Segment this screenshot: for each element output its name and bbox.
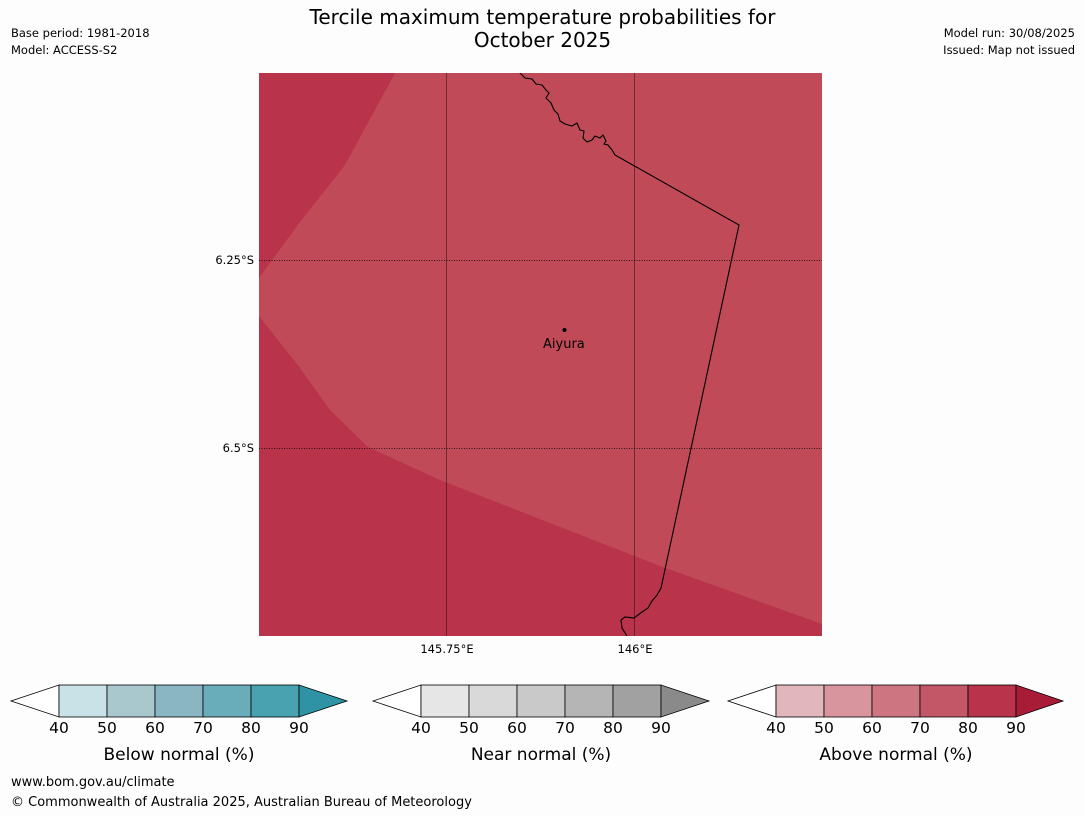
above-tick-60: 60	[862, 719, 882, 737]
above-tick-70: 70	[910, 719, 930, 737]
colorbar-below-seg-5	[250, 684, 300, 718]
above-tick-50: 50	[814, 719, 834, 737]
colorbar-above-seg-2	[823, 684, 873, 718]
colorbar-below-seg-3	[154, 684, 204, 718]
near-tick-70: 70	[555, 719, 575, 737]
province-border	[519, 73, 740, 636]
colorbar-near-seg-5	[612, 684, 662, 718]
colorbar-below-seg-4	[202, 684, 252, 718]
base-period-text: Base period: 1981-2018	[11, 26, 150, 40]
issued-text: Issued: Map not issued	[943, 43, 1075, 57]
footer-url[interactable]: www.bom.gov.au/climate	[11, 775, 175, 790]
colorbar-above-low-arrow	[726, 684, 777, 718]
colorbar-near-high-arrow	[660, 684, 711, 718]
aiyura-marker	[562, 328, 567, 332]
map-region-light	[259, 73, 822, 624]
meta-right: Model run: 30/08/2025 Issued: Map not is…	[943, 25, 1075, 59]
near-tick-50: 50	[459, 719, 479, 737]
map-title-line1: Tercile maximum temperature probabilitie…	[309, 5, 776, 29]
map-title: Tercile maximum temperature probabilitie…	[0, 6, 1085, 52]
footer-copyright: © Commonwealth of Australia 2025, Austra…	[11, 795, 472, 810]
colorbar-above-high-arrow	[1015, 684, 1065, 718]
colorbar-above-label: Above normal (%)	[819, 745, 973, 765]
colorbar-below-high-arrow	[298, 684, 349, 718]
near-tick-90: 90	[651, 719, 671, 737]
near-tick-80: 80	[603, 719, 623, 737]
above-tick-40: 40	[766, 719, 786, 737]
colorbar-above-seg-1	[775, 684, 825, 718]
lat-label-6-5: 6.5°S	[222, 441, 254, 455]
near-tick-60: 60	[507, 719, 527, 737]
below-tick-50: 50	[97, 719, 117, 737]
colorbar-near-low-arrow	[371, 684, 422, 718]
colorbar-near-normal	[371, 684, 711, 718]
colorbar-above-seg-4	[919, 684, 969, 718]
colorbar-near-label: Near normal (%)	[470, 745, 612, 765]
above-tick-80: 80	[958, 719, 978, 737]
model-run-text: Model run: 30/08/2025	[943, 26, 1075, 40]
colorbar-above-normal	[726, 684, 1065, 718]
below-tick-90: 90	[289, 719, 309, 737]
colorbar-below-seg-2	[106, 684, 156, 718]
colorbar-below-low-arrow	[9, 684, 60, 718]
model-text: Model: ACCESS-S2	[11, 43, 118, 57]
below-tick-70: 70	[193, 719, 213, 737]
colorbar-above-seg-5	[967, 684, 1017, 718]
aiyura-label: Aiyura	[543, 337, 585, 352]
lon-label-145-75: 145.75°E	[420, 642, 474, 656]
below-tick-40: 40	[49, 719, 69, 737]
colorbar-near-seg-4	[564, 684, 614, 718]
colorbar-below-label: Below normal (%)	[103, 745, 255, 765]
colorbar-near-seg-3	[516, 684, 566, 718]
lat-label-6-25: 6.25°S	[215, 253, 254, 267]
colorbar-above-seg-3	[871, 684, 921, 718]
below-tick-60: 60	[145, 719, 165, 737]
near-tick-40: 40	[411, 719, 431, 737]
map-title-line2: October 2025	[473, 28, 612, 52]
colorbar-below-normal	[9, 684, 349, 718]
colorbar-below-seg-1	[58, 684, 108, 718]
meta-left: Base period: 1981-2018 Model: ACCESS-S2	[11, 25, 150, 59]
colorbar-near-seg-2	[468, 684, 518, 718]
below-tick-80: 80	[241, 719, 261, 737]
above-tick-90: 90	[1006, 719, 1026, 737]
colorbar-near-seg-1	[420, 684, 470, 718]
lon-label-146: 146°E	[617, 642, 653, 656]
